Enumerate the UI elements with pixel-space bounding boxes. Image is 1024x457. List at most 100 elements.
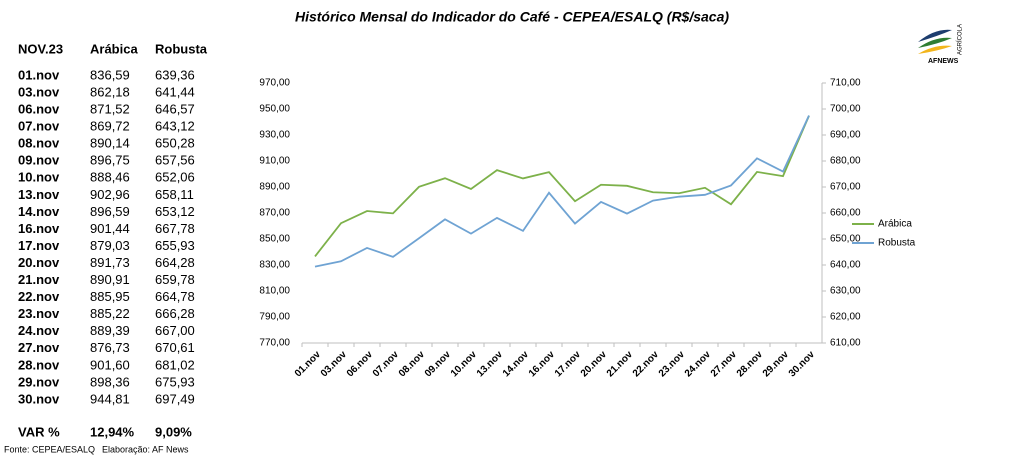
table-value: 896,75 bbox=[90, 153, 130, 168]
legend-label: Arábica bbox=[878, 219, 912, 230]
table-value: 889,39 bbox=[90, 323, 130, 338]
change-value: 9,09% bbox=[155, 424, 192, 439]
table-value: 891,73 bbox=[90, 255, 130, 270]
table-date: 21.nov bbox=[18, 272, 60, 287]
logo-tag: AGRÍCOLA bbox=[957, 24, 964, 55]
table-value: 667,00 bbox=[155, 323, 195, 338]
table-value: 888,46 bbox=[90, 170, 130, 185]
y-tick-label: 810,00 bbox=[259, 286, 290, 297]
table-value: 675,93 bbox=[155, 374, 195, 389]
y2-tick-label: 660,00 bbox=[830, 208, 861, 219]
y-tick-label: 850,00 bbox=[259, 234, 290, 245]
table-value: 655,93 bbox=[155, 238, 195, 253]
table-value: 643,12 bbox=[155, 119, 195, 134]
chart-title: Histórico Mensal do Indicador do Café - … bbox=[295, 9, 729, 25]
y-tick-label: 830,00 bbox=[259, 260, 290, 271]
table-date: 16.nov bbox=[18, 221, 60, 236]
table-date: 06.nov bbox=[18, 102, 60, 117]
y2-tick-label: 630,00 bbox=[830, 286, 861, 297]
table-date: 14.nov bbox=[18, 204, 60, 219]
logo-name: AFNEWS bbox=[928, 58, 959, 65]
table-date: 13.nov bbox=[18, 187, 60, 202]
table-value: 890,91 bbox=[90, 272, 130, 287]
series-line bbox=[314, 115, 810, 257]
y2-tick-label: 690,00 bbox=[830, 130, 861, 141]
table-value: 879,03 bbox=[90, 238, 130, 253]
table-value: 871,52 bbox=[90, 102, 130, 117]
legend-label: Robusta bbox=[878, 238, 916, 249]
y2-tick-label: 680,00 bbox=[830, 156, 861, 167]
table-date: 22.nov bbox=[18, 289, 60, 304]
y-tick-label: 870,00 bbox=[259, 208, 290, 219]
table-value: 658,11 bbox=[155, 187, 194, 202]
table-value: 898,36 bbox=[90, 374, 130, 389]
change-value: 12,94% bbox=[90, 424, 135, 439]
y2-tick-label: 620,00 bbox=[830, 312, 861, 323]
table-value: 896,59 bbox=[90, 204, 130, 219]
table-date: 07.nov bbox=[18, 119, 60, 134]
table-date: 03.nov bbox=[18, 84, 60, 99]
table-value: 890,14 bbox=[90, 136, 130, 151]
table-value: 681,02 bbox=[155, 357, 195, 372]
y2-tick-label: 640,00 bbox=[830, 260, 861, 271]
table-date: 23.nov bbox=[18, 306, 60, 321]
table-header: Robusta bbox=[155, 41, 208, 56]
table-value: 944,81 bbox=[90, 391, 130, 406]
table-value: 667,78 bbox=[155, 221, 195, 236]
table-date: 20.nov bbox=[18, 255, 60, 270]
series-line bbox=[314, 115, 810, 268]
table-date: 10.nov bbox=[18, 170, 60, 185]
table-value: 657,56 bbox=[155, 153, 195, 168]
table-date: 27.nov bbox=[18, 340, 60, 355]
table-date: 17.nov bbox=[18, 238, 60, 253]
table-value: 902,96 bbox=[90, 187, 130, 202]
y2-tick-label: 710,00 bbox=[830, 78, 861, 89]
logo-leaf bbox=[918, 37, 952, 48]
table-value: 862,18 bbox=[90, 84, 130, 99]
table-date: 09.nov bbox=[18, 153, 60, 168]
y2-tick-label: 650,00 bbox=[830, 234, 861, 245]
table-date: 29.nov bbox=[18, 374, 60, 389]
y-tick-label: 770,00 bbox=[259, 338, 290, 349]
source: Fonte: CEPEA/ESALQ bbox=[4, 444, 95, 454]
y-tick-label: 910,00 bbox=[259, 156, 290, 167]
y2-tick-label: 610,00 bbox=[830, 338, 861, 349]
change-label: VAR % bbox=[18, 424, 60, 439]
logo: AFNEWS AGRÍCOLA bbox=[918, 24, 964, 65]
table-value: 641,44 bbox=[155, 84, 195, 99]
table-value: 697,49 bbox=[155, 391, 195, 406]
table-value: 653,12 bbox=[155, 204, 195, 219]
table-value: 664,78 bbox=[155, 289, 195, 304]
table-value: 901,60 bbox=[90, 357, 130, 372]
table-header: Arábica bbox=[90, 41, 138, 56]
table-value: 869,72 bbox=[90, 119, 130, 134]
table-value: 885,22 bbox=[90, 306, 130, 321]
table-value: 650,28 bbox=[155, 136, 195, 151]
credit: Elaboração: AF News bbox=[102, 444, 189, 454]
table-value: 664,28 bbox=[155, 255, 195, 270]
table-date: 24.nov bbox=[18, 323, 60, 338]
y2-tick-label: 700,00 bbox=[830, 104, 861, 115]
y2-tick-label: 670,00 bbox=[830, 182, 861, 193]
table-value: 885,95 bbox=[90, 289, 130, 304]
table-header: NOV.23 bbox=[18, 41, 63, 56]
table-value: 901,44 bbox=[90, 221, 130, 236]
table-date: 01.nov bbox=[18, 67, 60, 82]
table-date: 08.nov bbox=[18, 136, 60, 151]
table-value: 646,57 bbox=[155, 102, 195, 117]
table-value: 876,73 bbox=[90, 340, 130, 355]
logo-leaf bbox=[918, 45, 952, 54]
y-tick-label: 970,00 bbox=[259, 78, 290, 89]
y-tick-label: 790,00 bbox=[259, 312, 290, 323]
y-tick-label: 890,00 bbox=[259, 182, 290, 193]
table-value: 666,28 bbox=[155, 306, 195, 321]
y-tick-label: 930,00 bbox=[259, 130, 290, 141]
table-value: 836,59 bbox=[90, 67, 130, 82]
y-tick-label: 950,00 bbox=[259, 104, 290, 115]
table-date: 28.nov bbox=[18, 357, 60, 372]
table-value: 639,36 bbox=[155, 67, 195, 82]
logo-leaf bbox=[918, 29, 952, 42]
table-value: 670,61 bbox=[155, 340, 195, 355]
